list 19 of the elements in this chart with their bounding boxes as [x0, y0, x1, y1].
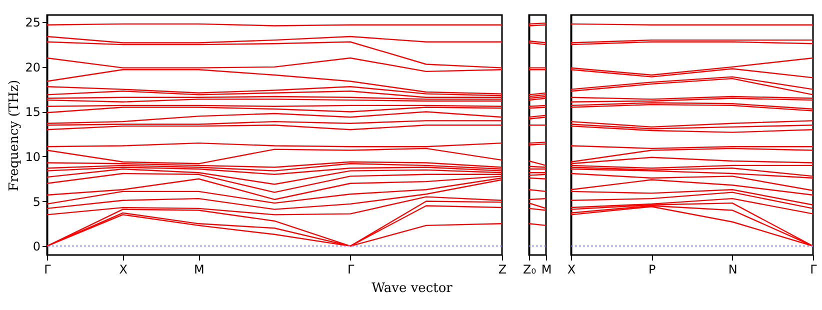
x-axis-title: Wave vector [372, 280, 454, 296]
x-tick-label: N [728, 262, 738, 276]
x-tick-label: M [194, 262, 204, 276]
y-tick-label: 5 [32, 194, 40, 209]
x-tick-label: M [541, 262, 552, 276]
x-tick-label: Z [498, 262, 507, 276]
y-axis-title: Frequency (THz) [7, 80, 22, 192]
x-tick-label: X [119, 262, 128, 276]
y-tick-label: 15 [25, 105, 40, 120]
x-tick-label: Z₀ [522, 262, 536, 276]
y-tick-label: 20 [25, 60, 40, 74]
x-tick-label: Γ [44, 262, 52, 276]
x-tick-label: Γ [810, 262, 818, 276]
x-tick-label: X [567, 262, 576, 276]
y-tick-label: 0 [32, 240, 40, 254]
x-tick-label: Γ [347, 262, 354, 276]
y-tick-label: 10 [25, 150, 40, 164]
y-tick-label: 25 [25, 16, 40, 30]
x-tick-label: P [648, 262, 656, 276]
